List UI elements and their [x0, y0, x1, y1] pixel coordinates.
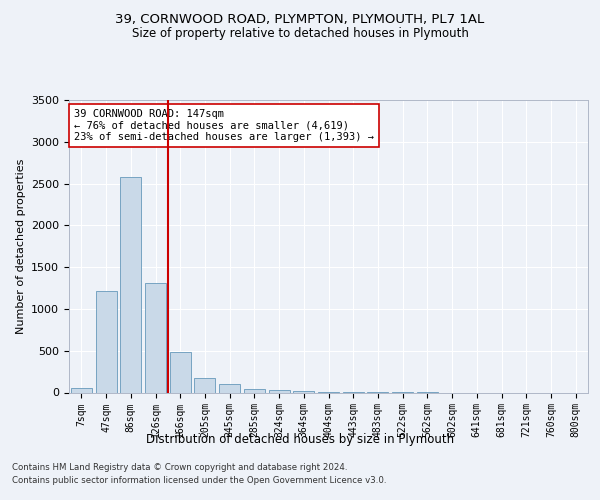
- Y-axis label: Number of detached properties: Number of detached properties: [16, 158, 26, 334]
- Bar: [145, 283, 166, 393]
- Bar: [95, 290, 116, 392]
- Bar: [219, 384, 240, 392]
- Bar: [244, 388, 265, 392]
- Text: Contains public sector information licensed under the Open Government Licence v3: Contains public sector information licen…: [12, 476, 386, 485]
- Text: Distribution of detached houses by size in Plymouth: Distribution of detached houses by size …: [146, 432, 454, 446]
- Text: 39 CORNWOOD ROAD: 147sqm
← 76% of detached houses are smaller (4,619)
23% of sem: 39 CORNWOOD ROAD: 147sqm ← 76% of detach…: [74, 109, 374, 142]
- Bar: [120, 177, 141, 392]
- Bar: [269, 390, 290, 392]
- Text: 39, CORNWOOD ROAD, PLYMPTON, PLYMOUTH, PL7 1AL: 39, CORNWOOD ROAD, PLYMPTON, PLYMOUTH, P…: [115, 12, 485, 26]
- Text: Size of property relative to detached houses in Plymouth: Size of property relative to detached ho…: [131, 28, 469, 40]
- Bar: [293, 391, 314, 392]
- Text: Contains HM Land Registry data © Crown copyright and database right 2024.: Contains HM Land Registry data © Crown c…: [12, 462, 347, 471]
- Bar: [170, 352, 191, 393]
- Bar: [71, 388, 92, 392]
- Bar: [194, 378, 215, 392]
